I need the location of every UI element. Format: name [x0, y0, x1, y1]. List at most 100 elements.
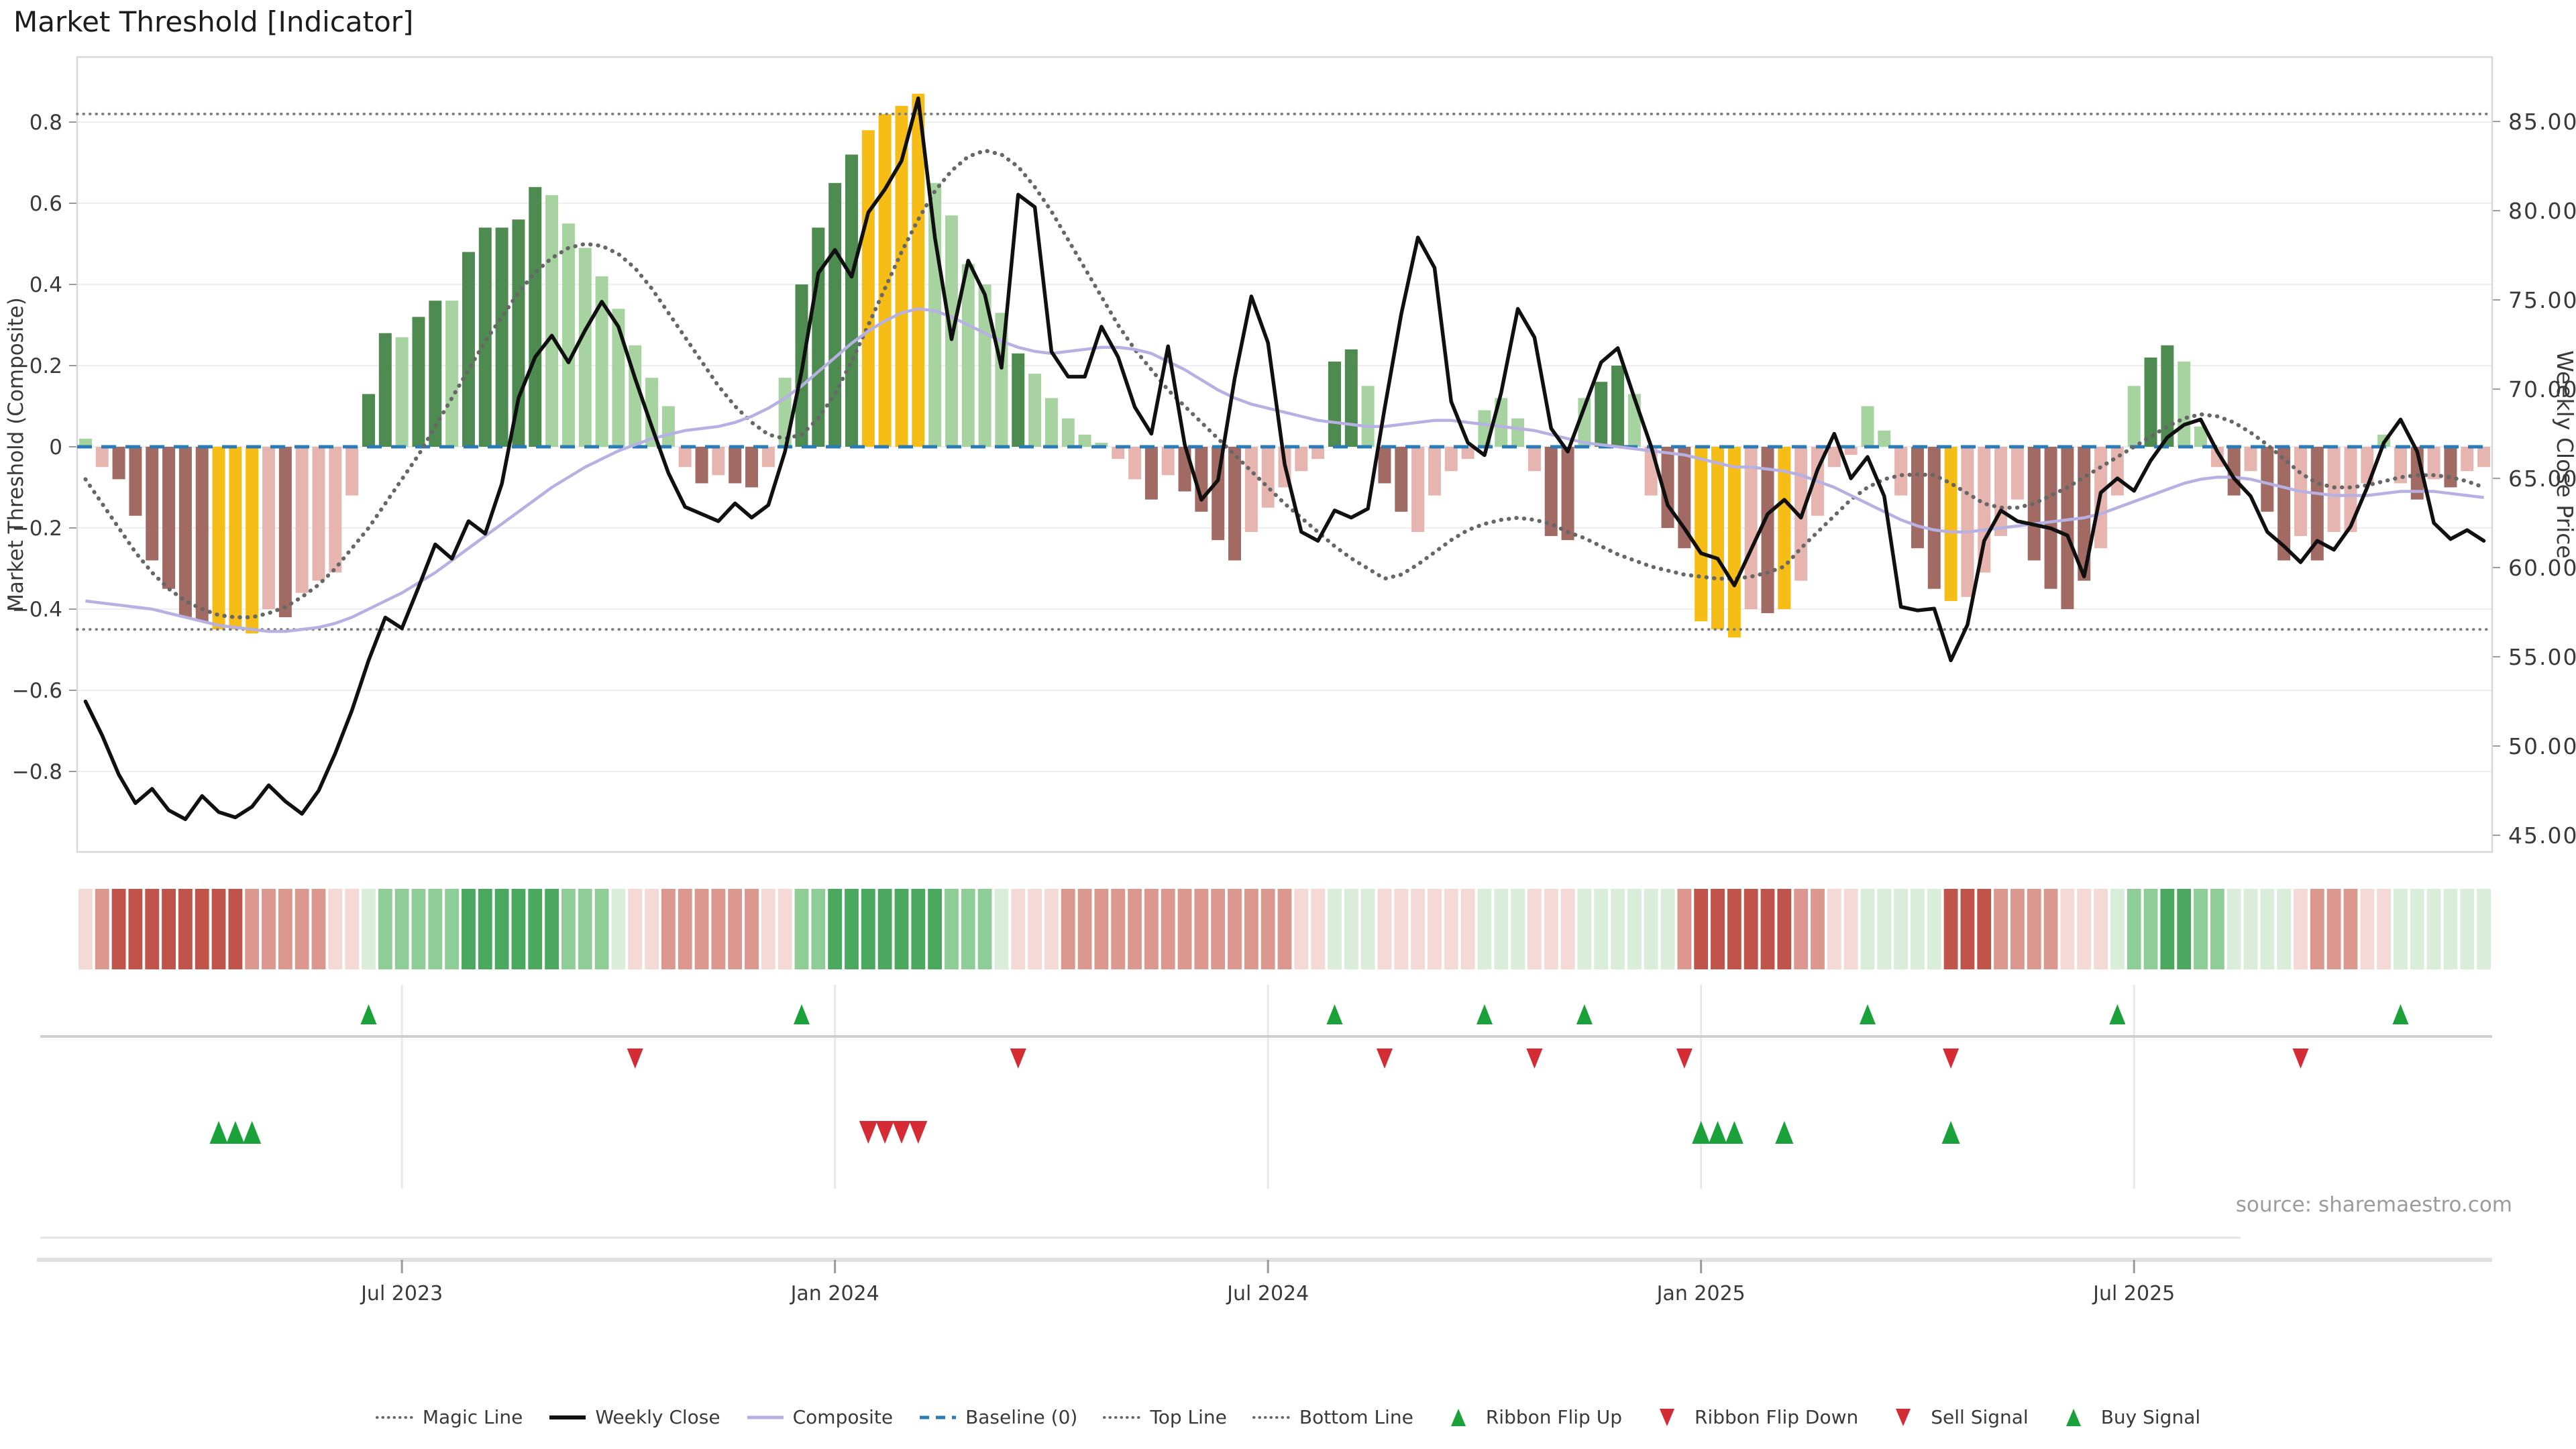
threshold-bar — [1727, 447, 1741, 638]
ribbon-stripe — [1444, 889, 1458, 969]
ribbon-stripe — [428, 889, 443, 969]
threshold-bar — [246, 447, 259, 634]
threshold-bar — [1078, 434, 1091, 447]
threshold-bar — [695, 447, 708, 484]
threshold-bar — [561, 223, 575, 447]
ribbon-stripe — [1044, 889, 1059, 969]
ribbon-stripe — [1927, 889, 1941, 969]
ribbon-stripe — [2443, 889, 2458, 969]
right-tick-label: 60.00 — [2508, 555, 2576, 581]
ribbon-stripe — [1960, 889, 1975, 969]
right-axis-title: Weekly Close Price — [2552, 350, 2576, 559]
threshold-bar — [1144, 447, 1158, 500]
ribbon-flip-down-icon — [2292, 1049, 2309, 1069]
threshold-bar — [295, 447, 309, 593]
threshold-bar — [1561, 447, 1574, 541]
threshold-bar — [1061, 418, 1075, 447]
threshold-bar — [1944, 447, 1957, 601]
threshold-bar — [2461, 447, 2474, 472]
tri-up-green-icon — [2065, 1408, 2081, 1426]
threshold-bar — [895, 105, 908, 447]
threshold-bar — [1611, 366, 1625, 447]
x-tick-label: Jul 2024 — [1226, 1282, 1309, 1305]
ribbon-stripe — [2077, 889, 2092, 969]
ribbon-stripe — [1644, 889, 1658, 969]
threshold-bar — [329, 447, 342, 573]
plot-frame — [76, 56, 2493, 853]
ribbon-stripe — [1411, 889, 1426, 969]
ribbon-stripe — [1394, 889, 1409, 969]
solid-lavender-icon — [747, 1415, 784, 1419]
ribbon-stripe — [1994, 889, 2008, 969]
ribbon-stripe — [2010, 889, 2025, 969]
left-tick-label: −0.6 — [12, 679, 62, 703]
threshold-bar — [429, 301, 442, 447]
buy-signal-icon — [1692, 1121, 1711, 1144]
ribbon-flip-down-icon — [1376, 1049, 1393, 1069]
threshold-bar — [1344, 349, 1358, 447]
threshold-bar — [661, 406, 675, 447]
ribbon-stripe — [1877, 889, 1892, 969]
legend-item-baseline-0-: Baseline (0) — [918, 1406, 1077, 1428]
ribbon-stripe — [2110, 889, 2125, 969]
ribbon-stripe — [578, 889, 592, 969]
threshold-bar — [2261, 447, 2274, 512]
right-tick-label: 70.00 — [2508, 376, 2576, 402]
ribbon-flip-down-icon — [1010, 1049, 1026, 1069]
ribbon-stripe — [511, 889, 526, 969]
ribbon-flip-up-icon — [2392, 1004, 2409, 1024]
threshold-bar — [529, 186, 542, 447]
threshold-bar — [745, 447, 759, 488]
threshold-bar — [312, 447, 325, 581]
threshold-bar — [845, 154, 858, 447]
tri-up-green-icon — [1450, 1408, 1466, 1426]
legend-item-label: Baseline (0) — [965, 1406, 1078, 1428]
buy-signal-icon — [1709, 1121, 1727, 1144]
ribbon-stripe — [561, 889, 576, 969]
ribbon-stripe — [195, 889, 209, 969]
ribbon-stripe — [828, 889, 843, 969]
ribbon-stripe — [2394, 889, 2408, 969]
tri-down-red-icon — [1660, 1408, 1674, 1426]
ribbon-stripe — [1311, 889, 1326, 969]
ribbon-stripe — [994, 889, 1009, 969]
ribbon-stripe — [761, 889, 775, 969]
ribbon-stripe — [362, 889, 376, 969]
ribbon-stripe — [1611, 889, 1625, 969]
threshold-bar — [1044, 398, 1058, 447]
ribbon-stripe — [1943, 889, 1958, 969]
threshold-bar — [1112, 447, 1125, 460]
ribbon-stripe — [1594, 889, 1609, 969]
left-tick-label: 0.8 — [30, 111, 62, 135]
ribbon-stripe — [1161, 889, 1175, 969]
ribbon-stripe — [211, 889, 226, 969]
legend-item-label: Sell Signal — [1931, 1406, 2029, 1428]
ribbon-stripe — [894, 889, 909, 969]
dotted-gray-icon — [1252, 1415, 1291, 1419]
threshold-bar — [645, 378, 659, 447]
left-tick-label: 0.2 — [30, 354, 62, 378]
ribbon-stripe — [1827, 889, 1841, 969]
ribbon-stripe — [1061, 889, 1075, 969]
threshold-bar — [1711, 447, 1725, 630]
threshold-bar — [961, 264, 975, 447]
threshold-bar — [462, 252, 475, 447]
ribbon-stripe — [2194, 889, 2208, 969]
ribbon-stripe — [1228, 889, 1242, 969]
buy-signal-icon — [209, 1121, 228, 1144]
ribbon-stripe — [1544, 889, 1558, 969]
threshold-bar — [2244, 447, 2257, 472]
threshold-bar — [1095, 442, 1108, 447]
ribbon-stripe — [594, 889, 609, 969]
ribbon-stripe — [2360, 889, 2375, 969]
ribbon-stripe — [728, 889, 743, 969]
buy-signal-icon — [1725, 1121, 1743, 1144]
threshold-bar — [761, 447, 775, 468]
threshold-bar — [1328, 361, 1341, 447]
threshold-bar — [1894, 447, 1908, 496]
ribbon-stripe — [1843, 889, 1858, 969]
threshold-bar — [1411, 447, 1425, 533]
threshold-bar — [861, 130, 875, 447]
ribbon-stripe — [2043, 889, 2058, 969]
dotted-gray-icon — [375, 1415, 415, 1419]
